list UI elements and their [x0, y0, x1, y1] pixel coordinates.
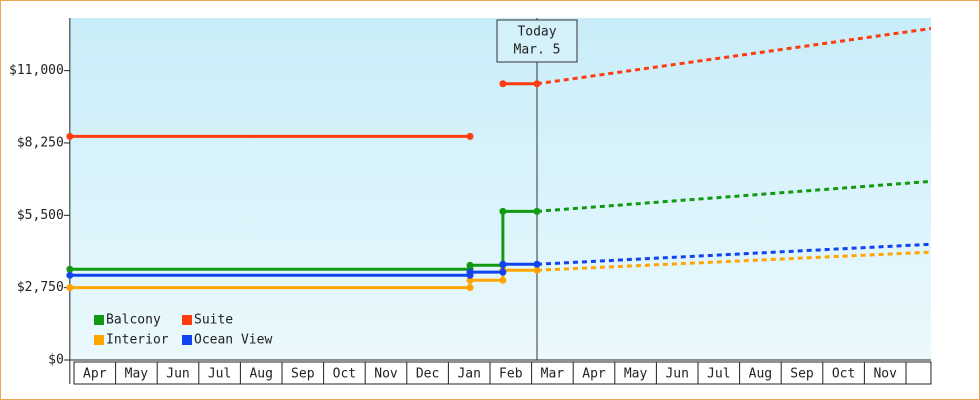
x-tick-label: Oct	[333, 367, 356, 382]
legend-swatch	[182, 315, 192, 325]
y-tick-label: $8,250	[17, 135, 64, 150]
series-line	[69, 82, 538, 138]
x-tick-label: Jul	[208, 367, 231, 382]
x-tick-label: Dec	[416, 367, 439, 382]
x-tick-label: Feb	[499, 367, 523, 382]
x-tick-label: Nov	[873, 367, 897, 382]
data-point	[466, 268, 474, 276]
legend-label: Interior	[106, 333, 169, 348]
series-line	[69, 262, 538, 277]
x-tick-label: Jul	[707, 367, 730, 382]
data-point	[533, 207, 541, 215]
legend-label: Balcony	[106, 313, 161, 328]
plot-area	[69, 18, 931, 360]
data-point	[66, 265, 74, 273]
y-tick-label: $11,000	[9, 63, 64, 78]
today-label: Mar. 5	[514, 43, 561, 58]
data-point	[533, 266, 541, 274]
y-tick-label: $2,750	[17, 280, 64, 295]
forecast-line	[536, 242, 932, 266]
data-point	[499, 80, 507, 88]
data-point	[533, 260, 541, 268]
legend-swatch	[94, 335, 104, 345]
data-point	[66, 132, 74, 140]
x-tick-label: Mar	[541, 367, 565, 382]
data-point	[466, 132, 474, 140]
x-axis-band	[73, 361, 932, 385]
data-point	[533, 80, 541, 88]
x-tick-label: Apr	[83, 367, 107, 382]
x-tick-label: May	[624, 367, 648, 382]
forecast-line	[536, 250, 932, 272]
today-label: Today	[517, 25, 556, 40]
x-tick-label: Jun	[665, 367, 688, 382]
series-line	[69, 209, 538, 271]
legend-swatch	[182, 335, 192, 345]
data-point	[499, 276, 507, 284]
x-tick-label: Aug	[749, 367, 772, 382]
legend-label: Ocean View	[194, 333, 272, 348]
data-point	[66, 284, 74, 292]
forecast-line	[536, 27, 932, 86]
series-line	[69, 268, 538, 290]
legend-swatch	[94, 315, 104, 325]
x-tick-label: May	[125, 367, 149, 382]
legend-label: Suite	[194, 313, 233, 328]
x-tick-label: Jan	[457, 367, 480, 382]
x-tick-label: Apr	[582, 367, 606, 382]
data-point	[499, 260, 507, 268]
y-tick-label: $0	[48, 353, 64, 368]
data-point	[466, 276, 474, 284]
x-tick-label: Sep	[291, 367, 315, 382]
y-tick-label: $5,500	[17, 208, 64, 223]
data-point	[466, 284, 474, 292]
data-point	[466, 261, 474, 269]
x-tick-label: Oct	[832, 367, 855, 382]
today-box	[496, 19, 578, 63]
data-point	[66, 271, 74, 279]
x-tick-label: Aug	[249, 367, 272, 382]
x-tick-label: Nov	[374, 367, 398, 382]
x-tick-label: Sep	[790, 367, 814, 382]
forecast-line	[536, 179, 932, 213]
data-point	[499, 207, 507, 215]
data-point	[499, 268, 507, 276]
x-tick-label: Jun	[166, 367, 189, 382]
